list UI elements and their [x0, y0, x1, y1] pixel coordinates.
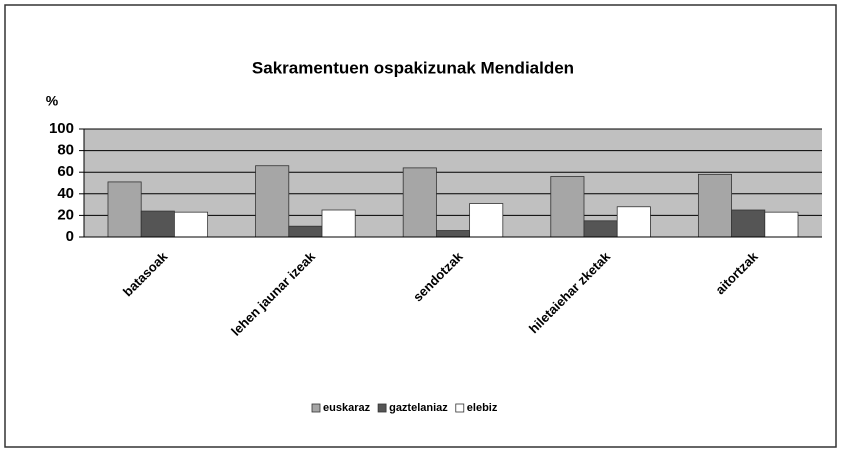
- legend-label: euskaraz: [323, 402, 371, 414]
- y-tick-label: 80: [57, 142, 74, 159]
- bar: [321, 209, 356, 238]
- bar: [469, 203, 504, 238]
- y-tick-label: 0: [66, 228, 74, 245]
- bar: [616, 206, 651, 238]
- legend-swatch: [311, 403, 321, 413]
- bar: [731, 209, 766, 238]
- legend-swatch: [377, 403, 387, 413]
- bar: [402, 167, 437, 238]
- bar: [174, 211, 209, 238]
- bar: [107, 181, 142, 238]
- y-axis-label: %: [46, 93, 59, 109]
- legend-label: elebiz: [467, 402, 498, 414]
- legend-label: gaztelaniaz: [389, 402, 448, 414]
- chart-title: Sakramentuen ospakizunak Mendialden: [252, 58, 574, 77]
- bar: [550, 176, 585, 238]
- bar: [764, 211, 799, 238]
- bar: [697, 173, 732, 238]
- bar: [288, 225, 323, 238]
- bar: [435, 230, 471, 238]
- legend-swatch: [455, 403, 465, 413]
- y-tick-label: 40: [57, 185, 74, 202]
- bar: [255, 165, 290, 238]
- bar: [583, 220, 618, 238]
- y-tick-label: 20: [57, 206, 74, 223]
- bar: [140, 210, 175, 238]
- y-tick-label: 100: [49, 120, 74, 137]
- y-tick-label: 60: [57, 163, 74, 180]
